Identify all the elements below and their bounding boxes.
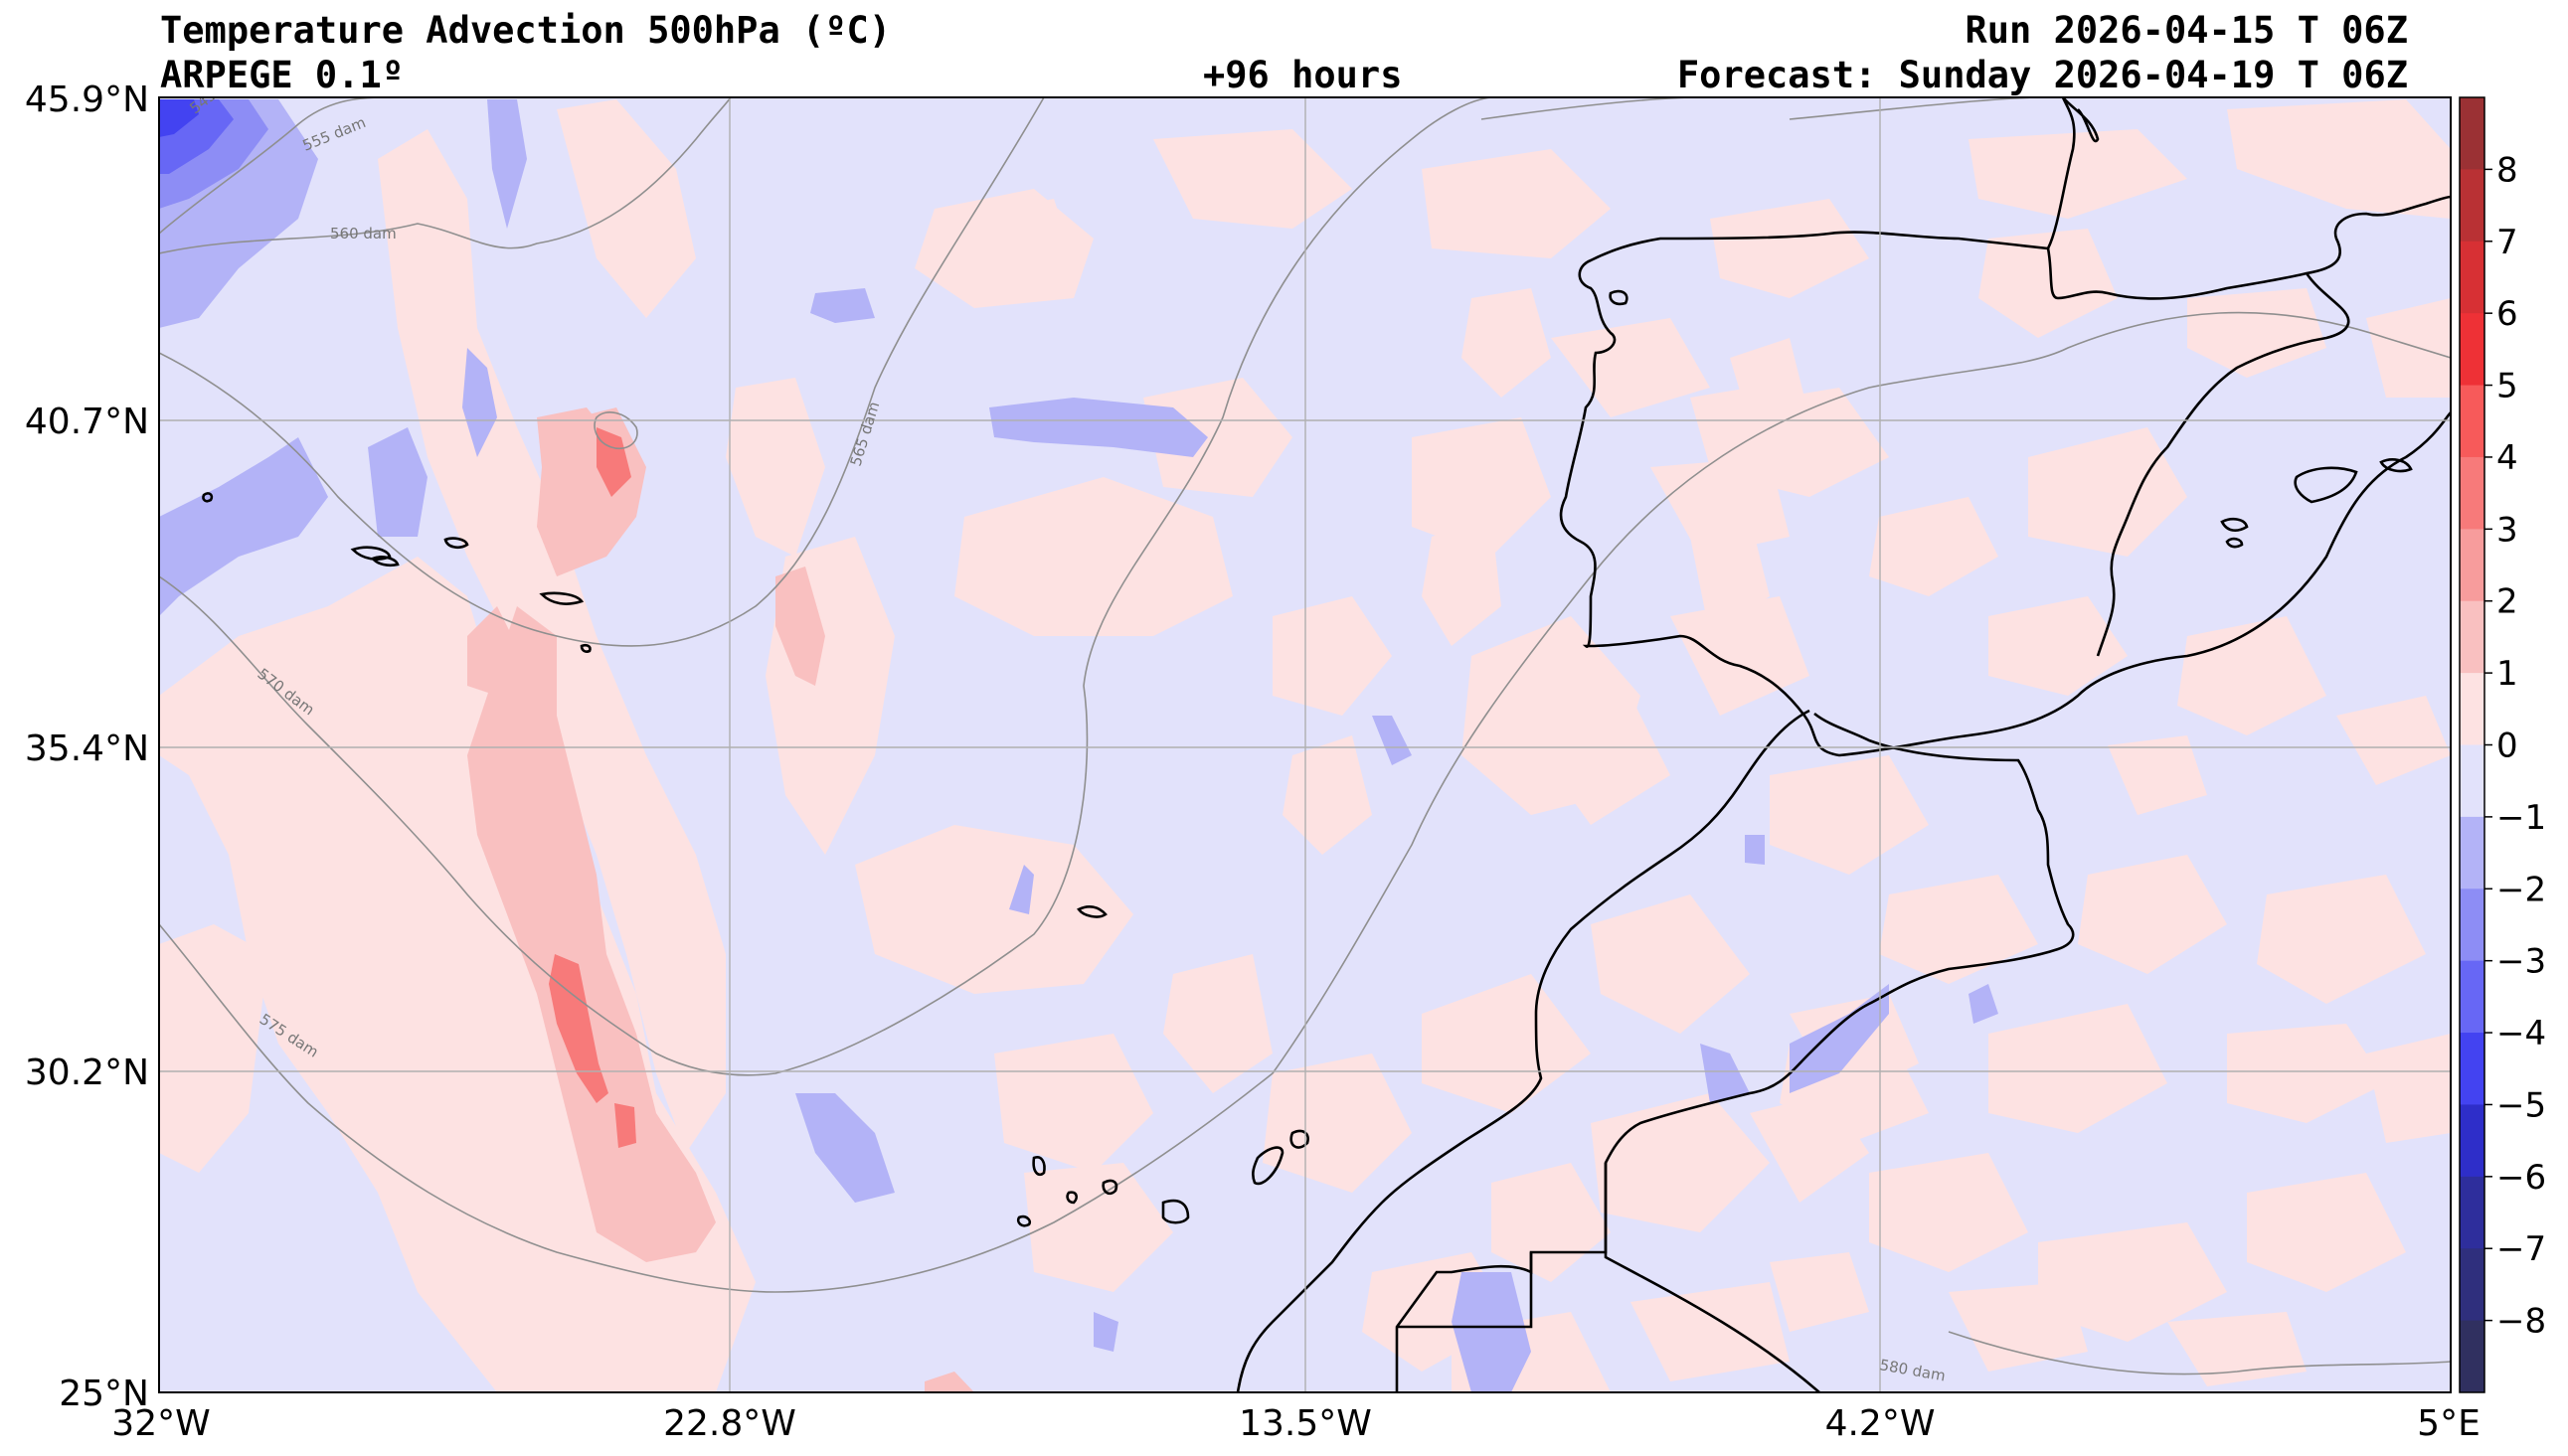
lon-label: 4.2°W <box>1825 1403 1936 1444</box>
colorbar-label: 2 <box>2496 582 2518 622</box>
colorbar-label: −8 <box>2496 1302 2546 1342</box>
lat-label: 40.7°N <box>25 402 149 442</box>
colorbar-segment <box>2460 889 2484 962</box>
lat-label: 35.4°N <box>25 728 149 769</box>
forecast-label: Forecast: Sunday 2026-04-19 T 06Z <box>1676 54 2408 96</box>
colorbar-label: 7 <box>2496 223 2518 262</box>
colorbar-segment <box>2460 169 2484 243</box>
colorbar-segment <box>2460 1320 2484 1393</box>
lon-label: 32°W <box>111 1403 210 1444</box>
contour-label-560: 560 dam <box>330 225 397 243</box>
colorbar-segment <box>2460 1176 2484 1249</box>
colorbar-label: −6 <box>2496 1158 2546 1198</box>
colorbar-segment <box>2460 313 2484 387</box>
colorbar-label: 8 <box>2496 150 2518 190</box>
colorbar-segment <box>2460 1104 2484 1178</box>
colorbar-label: 3 <box>2496 510 2518 550</box>
map-title: Temperature Advection 500hPa (ºC) <box>160 9 892 52</box>
colorbar-segment <box>2460 1033 2484 1105</box>
cold-advection-core <box>159 99 199 137</box>
colorbar-segment <box>2460 385 2484 458</box>
colorbar-segment <box>2460 529 2484 602</box>
latitude-axis: 45.9°N 40.7°N 35.4°N 30.2°N 25°N <box>25 80 149 1414</box>
lon-label: 22.8°W <box>663 1403 796 1444</box>
colorbar-label: 0 <box>2496 727 2518 766</box>
geopotential-contours <box>159 97 2451 1375</box>
colorbar-label: 6 <box>2496 294 2518 334</box>
colorbar-label: −5 <box>2496 1085 2546 1125</box>
colorbar-segment <box>2460 456 2484 530</box>
lat-label: 45.9°N <box>25 80 149 120</box>
colorbar-label: −3 <box>2496 942 2546 982</box>
lon-label: 5°E <box>2417 1403 2481 1444</box>
colorbar-label: 1 <box>2496 654 2518 694</box>
colorbar-segment <box>2460 97 2484 170</box>
colorbar-label: −7 <box>2496 1229 2546 1269</box>
colorbar-segment <box>2460 241 2484 314</box>
colorbar-label: −2 <box>2496 870 2546 909</box>
lead-time-label: +96 hours <box>1203 54 1403 96</box>
warm-advection-areas <box>159 99 2451 1392</box>
colorbar-label: 4 <box>2496 438 2518 478</box>
colorbar-label: −4 <box>2496 1014 2546 1053</box>
colorbar-label: 5 <box>2496 367 2518 406</box>
lon-label: 13.5°W <box>1239 1403 1372 1444</box>
map-field: 545 dam 555 dam 560 dam 565 dam 570 dam … <box>159 97 2451 1392</box>
lat-label: 25°N <box>59 1374 149 1414</box>
colorbar-label: −1 <box>2496 798 2546 838</box>
colorbar-segment <box>2460 673 2484 745</box>
colorbar-segment <box>2460 600 2484 674</box>
cold-advection-light <box>159 99 1998 1392</box>
run-label: Run 2026-04-15 T 06Z <box>1965 9 2408 52</box>
model-label: ARPEGE 0.1º <box>160 54 405 96</box>
colorbar-segment <box>2460 960 2484 1034</box>
meridians-parallels <box>159 97 2451 1392</box>
colorbar-segment <box>2460 744 2484 818</box>
colorbar-segment <box>2460 816 2484 890</box>
colorbar-segment <box>2460 1248 2484 1322</box>
colorbar: 8 7 6 5 4 3 2 1 0 −1 −2 −3 −4 −5 −6 −7 −8 <box>2459 96 2546 1393</box>
longitude-axis: 32°W 22.8°W 13.5°W 4.2°W 5°E <box>111 1403 2481 1444</box>
map-frame <box>158 96 2452 1393</box>
lat-label: 30.2°N <box>25 1052 149 1093</box>
coastlines <box>202 97 2451 1392</box>
